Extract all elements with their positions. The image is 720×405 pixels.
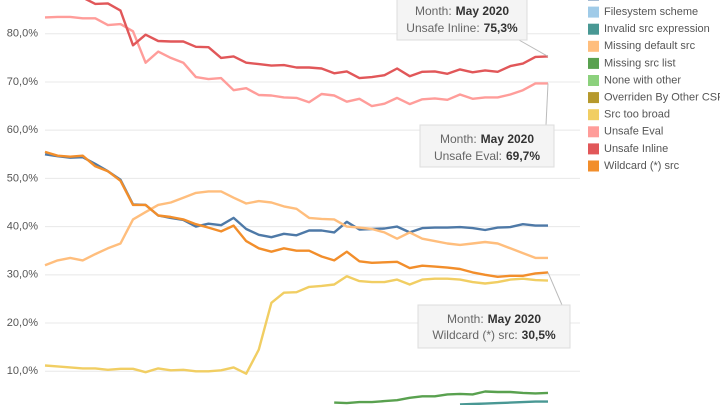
tooltip-box [419,124,555,168]
series-line [44,190,548,267]
legend-label: Missing default src [604,40,696,52]
tooltip-series-label: Wildcard (*) src: [432,328,517,342]
series-line [334,390,549,405]
legend-label: None with other [604,74,681,86]
legend-swatch [588,160,599,172]
legend-swatch [588,126,599,138]
legend-swatch [588,75,599,86]
legend-label: Wildcard (*) src [604,160,680,172]
grid: 10,0% 20,0% 30,0% 40,0% 50,0% 60,0% 70,0% 80,0% [7,28,580,377]
tooltip-month-label: Month: [415,4,452,18]
y-tick-label: 40,0% [7,221,38,233]
tooltip-leader [547,272,563,306]
legend-swatch [588,92,599,104]
tooltip-box [417,304,571,349]
tooltip-month: Month: May 2020 [440,132,534,146]
series-line [459,400,548,405]
series-line [44,275,549,375]
y-tick-label: 60,0% [7,124,38,136]
legend-label: Overriden By Other CSP [604,92,720,104]
tooltip-month-value: May 2020 [456,4,510,18]
tooltip-month: Month: May 2020 [447,312,541,326]
legend-label: Src too broad [604,109,670,121]
legend-swatch [588,40,599,52]
legend-swatch [588,0,599,1]
plot-area [44,0,549,405]
y-tick-label: 50,0% [7,172,38,184]
y-tick-label: 80,0% [7,28,38,40]
y-tick-label: 30,0% [7,269,38,281]
legend-swatch [588,109,599,121]
legend-label: Filesystem scheme [604,6,698,18]
series-line [84,0,549,80]
data-label: 75,3% [484,21,518,35]
tooltip-value: Wildcard (*) src: 30,5% [432,328,556,342]
tooltip-month-label: Month: [447,312,484,326]
tooltip-month-value: May 2020 [481,132,535,146]
tooltip-series-label: Unsafe Inline: [406,21,479,35]
tooltip-leader [545,83,549,126]
tooltip-value: Unsafe Inline: 75,3% [406,21,518,35]
legend-label: Unsafe Inline [604,143,668,155]
legend: Filesystem scheme Invalid src expression M… [588,0,720,172]
legend-swatch [588,57,599,69]
series-line [44,15,548,108]
y-tick-label: 10,0% [7,365,38,377]
data-label: 69,7% [506,149,540,163]
legend-label: Missing src list [604,57,676,69]
tooltip-box [396,0,528,41]
tooltip-series-label: Unsafe Eval: [434,149,502,163]
y-tick-label: 20,0% [7,317,38,329]
tooltip-leader [518,39,549,57]
tooltip-month: Month: May 2020 [415,4,509,18]
data-label: 30,5% [522,328,556,342]
legend-swatch [588,23,599,35]
series-line [44,150,549,278]
legend-swatch [588,143,599,155]
tooltip-value: Unsafe Eval: 69,7% [434,149,540,163]
tooltip-month-value: May 2020 [488,312,542,326]
legend-swatch [588,6,599,18]
legend-label: Unsafe Eval [604,126,663,138]
legend-label: Invalid src expression [604,23,710,35]
tooltip-month-label: Month: [440,132,477,146]
y-tick-label: 70,0% [7,76,38,88]
